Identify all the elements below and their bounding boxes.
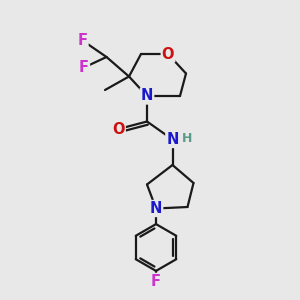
Text: N: N bbox=[166, 132, 179, 147]
Text: N: N bbox=[141, 88, 153, 104]
Text: O: O bbox=[112, 122, 125, 136]
Text: F: F bbox=[151, 274, 161, 289]
Text: N: N bbox=[150, 201, 162, 216]
Text: O: O bbox=[162, 46, 174, 62]
Text: F: F bbox=[79, 60, 89, 75]
Text: F: F bbox=[77, 33, 88, 48]
Text: H: H bbox=[182, 131, 193, 145]
